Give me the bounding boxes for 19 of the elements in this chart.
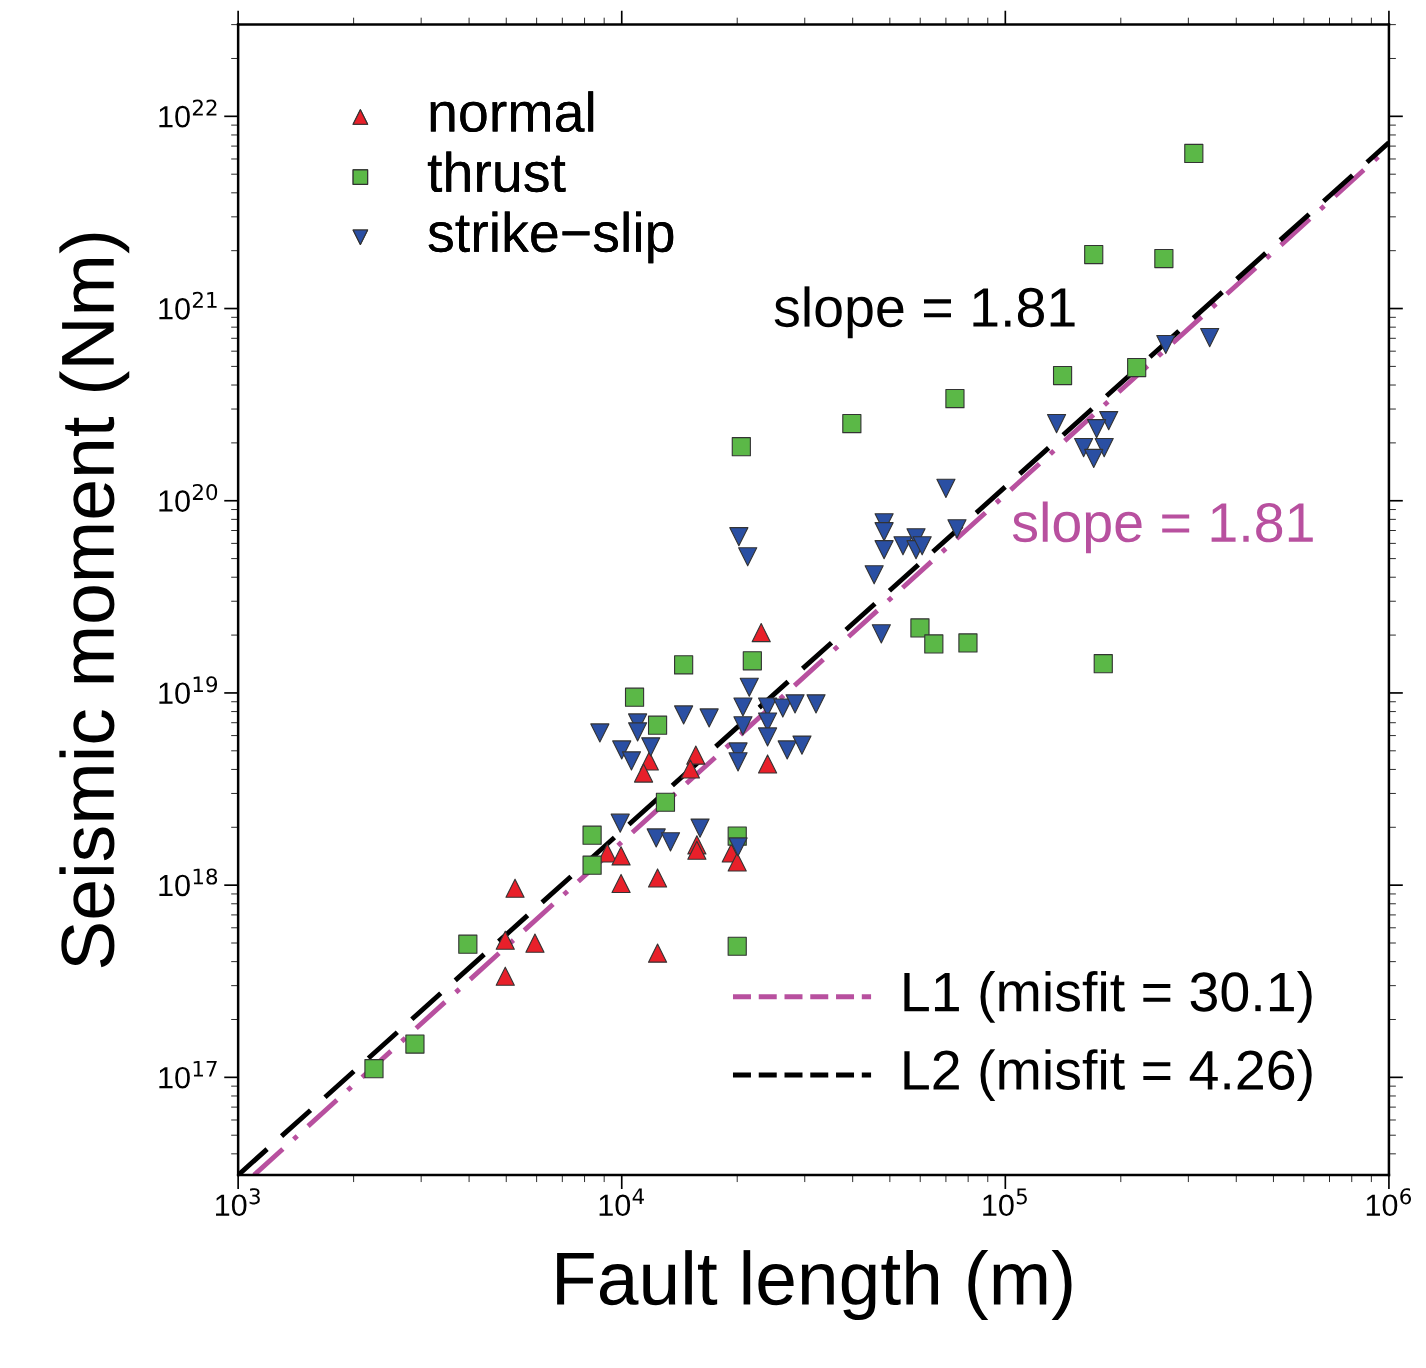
y-axis-title: Seismic moment (Nm) bbox=[59, 233, 130, 968]
x-tick-label: 10$^{4}$ bbox=[599, 1188, 644, 1217]
y-tick-label: 10$^{21}$ bbox=[159, 291, 217, 320]
y-tick-label: 10$^{22}$ bbox=[159, 99, 217, 128]
legend-label: normal bbox=[430, 91, 594, 133]
y-tick-label: 10$^{18}$ bbox=[159, 868, 218, 897]
annotation: slope = 1.81 bbox=[774, 286, 1075, 339]
annotation: slope = 1.81 bbox=[1012, 501, 1313, 554]
x-axis-title: Fault length (m) bbox=[557, 1250, 1072, 1321]
legend-label: strike−slip bbox=[428, 211, 674, 264]
x-tick-label: 10$^{3}$ bbox=[216, 1188, 260, 1217]
y-tick-label: 10$^{17}$ bbox=[159, 1060, 217, 1089]
legend-label: L1 (misfit = 30.1) bbox=[904, 970, 1312, 1023]
y-tick-label: 10$^{19}$ bbox=[159, 676, 218, 705]
legend-label: thrust bbox=[427, 151, 566, 193]
x-tick-label: 10$^{5}$ bbox=[983, 1188, 1027, 1217]
legend-label: L2 (misfit = 4.26) bbox=[904, 1049, 1312, 1101]
y-tick-label: 10$^{20}$ bbox=[159, 484, 218, 512]
x-tick-label: 10$^{6}$ bbox=[1366, 1188, 1412, 1217]
